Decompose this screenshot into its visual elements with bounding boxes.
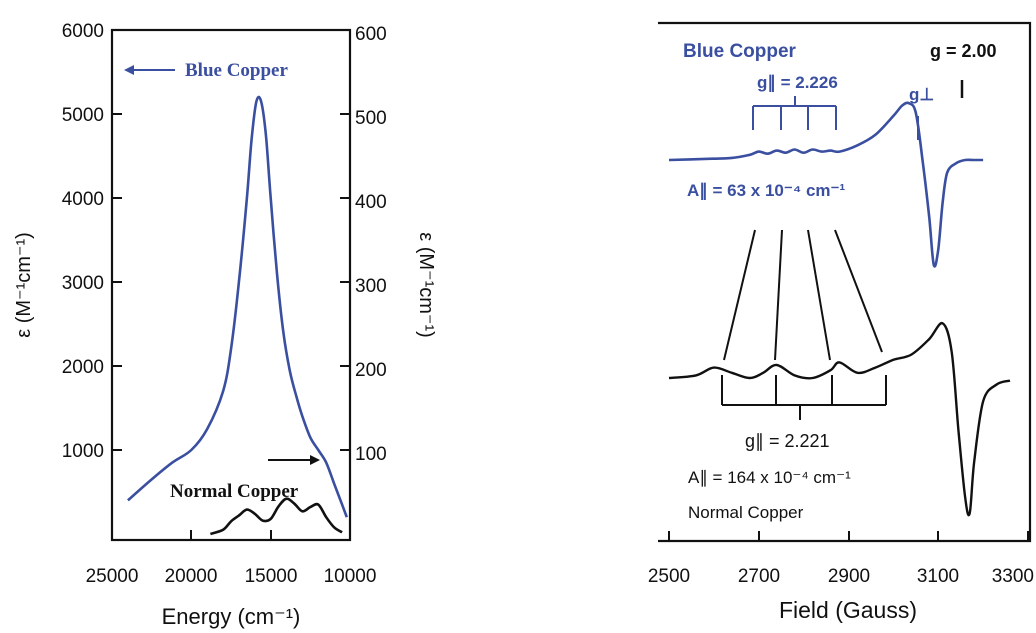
blue-copper-epr-annotations: Blue Copper g = 2.00 g∥ = 2.226 g⊥ A∥ = …	[683, 41, 997, 200]
left-y-axis: 6000 5000 4000 3000 2000 1000 ε (M⁻¹cm⁻¹…	[13, 21, 122, 462]
right-panel: 2500 2700 2900 3100 3300 Field (Gauss) B…	[648, 21, 1034, 623]
normal-copper-annotation: Normal Copper	[170, 455, 320, 502]
series-normal-copper-absorption	[209, 497, 343, 536]
left-y-tick-label: 3000	[62, 273, 104, 294]
label-a-parallel-blue: A∥ = 63 x 10⁻⁴ cm⁻¹	[687, 181, 846, 200]
label-blue-copper-epr: Blue Copper	[683, 41, 797, 62]
right-plot-frame	[658, 21, 1032, 543]
right-y-tick-label: 100	[355, 444, 387, 465]
arrowhead-left-icon	[124, 65, 134, 75]
series-blue-copper-absorption	[127, 95, 349, 518]
right-x-tick-label: 2500	[648, 566, 690, 587]
right-x-axis: 2500 2700 2900 3100 3300 Field (Gauss)	[648, 531, 1034, 623]
left-panel: 6000 5000 4000 3000 2000 1000 ε (M⁻¹cm⁻¹…	[13, 21, 437, 629]
series-normal-copper-epr	[668, 322, 1011, 517]
correlation-line	[774, 229, 783, 361]
left-x-tick-label: 25000	[86, 566, 139, 587]
left-y-tick-label: 4000	[62, 189, 104, 210]
label-g-free-electron: g = 2.00	[930, 41, 997, 61]
left-y-tick-label: 2000	[62, 357, 104, 378]
normal-copper-epr-annotations: g∥ = 2.221 A∥ = 164 x 10⁻⁴ cm⁻¹ Normal C…	[688, 375, 887, 522]
normal-hyperfine-comb	[721, 375, 887, 420]
left-y-axis-label: ε (M⁻¹cm⁻¹)	[13, 232, 35, 338]
left-y-tick-label: 6000	[62, 21, 104, 42]
right-y-tick-label: 500	[355, 108, 387, 129]
right-y-axis: 600 500 400 300 200 100 ε (M⁻¹cm⁻¹)	[340, 24, 437, 465]
left-x-axis-label: Energy (cm⁻¹)	[162, 604, 301, 629]
label-a-parallel-normal: A∥ = 164 x 10⁻⁴ cm⁻¹	[688, 468, 851, 487]
right-y-tick-label: 400	[355, 192, 387, 213]
right-y-tick-label: 600	[355, 24, 387, 45]
left-x-tick-label: 10000	[324, 566, 377, 587]
label-normal-copper: Normal Copper	[170, 481, 299, 502]
correlation-line	[834, 229, 883, 353]
left-x-tick-label: 20000	[165, 566, 218, 587]
left-x-tick-label: 15000	[245, 566, 298, 587]
left-y-tick-label: 5000	[62, 105, 104, 126]
correlation-line	[807, 229, 831, 361]
label-normal-copper-epr: Normal Copper	[688, 503, 804, 522]
arrowhead-right-icon	[310, 455, 320, 465]
right-y-tick-label: 300	[355, 276, 387, 297]
hyperfine-correlation-lines	[723, 229, 883, 361]
right-y-tick-label: 200	[355, 360, 387, 381]
label-g-parallel-blue: g∥ = 2.226	[757, 73, 838, 92]
label-g-perpendicular: g⊥	[909, 85, 934, 104]
left-x-axis: 25000 20000 15000 10000 Energy (cm⁻¹)	[86, 530, 377, 629]
left-plot-frame	[110, 28, 352, 542]
right-x-tick-label: 3300	[992, 566, 1034, 587]
blue-copper-annotation: Blue Copper	[124, 60, 288, 81]
label-g-parallel-normal: g∥ = 2.221	[745, 431, 830, 451]
series-blue-copper-epr	[668, 101, 984, 268]
label-blue-copper: Blue Copper	[185, 60, 288, 81]
correlation-line	[723, 229, 756, 361]
right-x-tick-label: 2700	[738, 566, 780, 587]
left-y-tick-label: 1000	[62, 441, 104, 462]
right-y-axis-label: ε (M⁻¹cm⁻¹)	[415, 232, 437, 338]
right-x-tick-label: 2900	[828, 566, 870, 587]
right-x-axis-label: Field (Gauss)	[779, 597, 917, 623]
right-x-tick-label: 3100	[917, 566, 959, 587]
blue-hyperfine-comb	[752, 96, 837, 130]
